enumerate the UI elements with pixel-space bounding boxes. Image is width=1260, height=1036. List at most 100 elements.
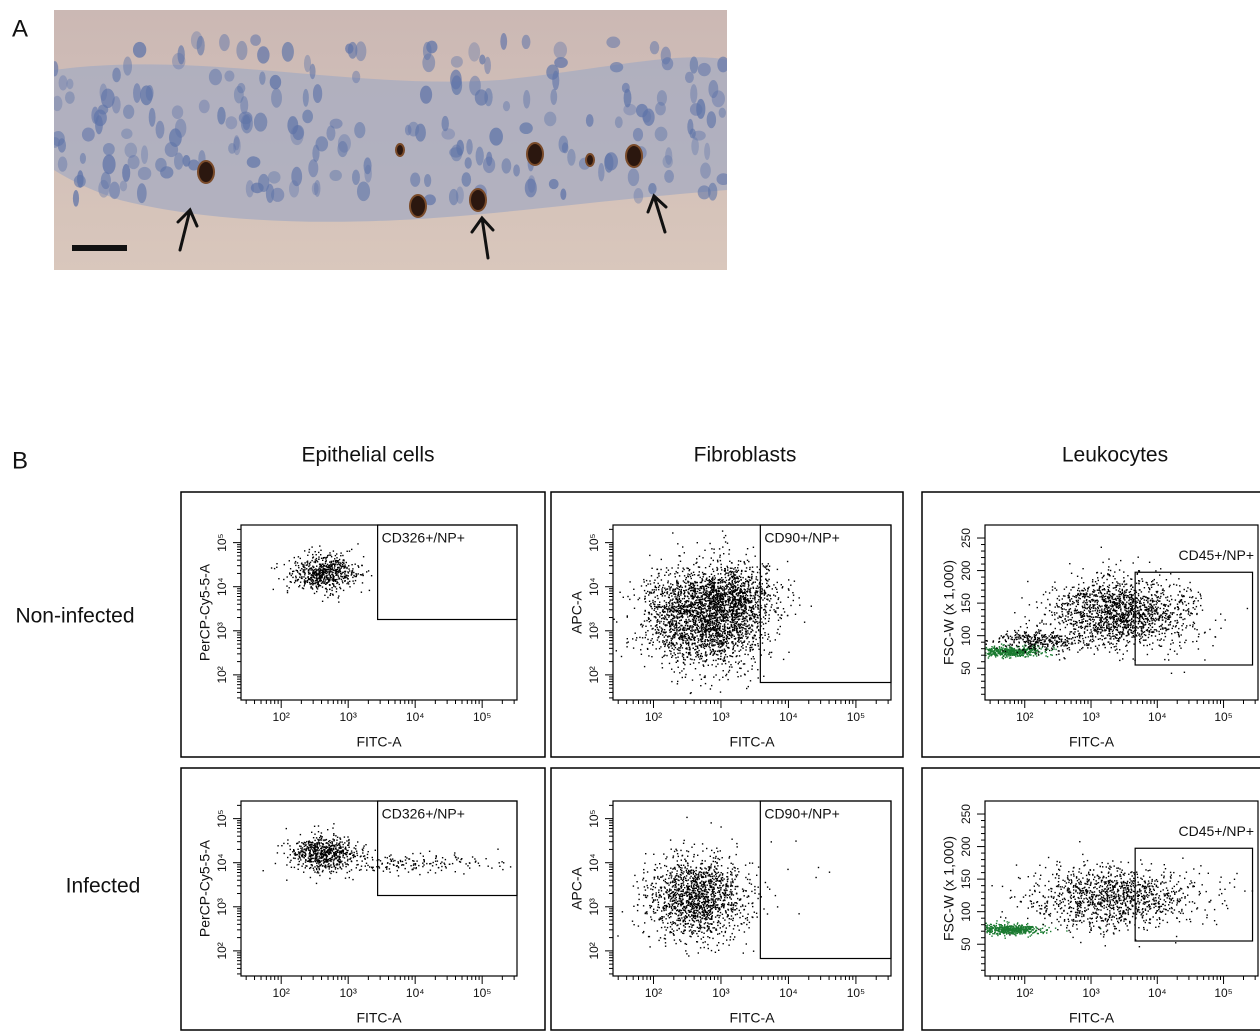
event-dot: [306, 561, 308, 563]
event-dot: [694, 622, 696, 625]
event-dot: [708, 576, 711, 578]
event-dot: [692, 584, 694, 586]
event-dot: [736, 616, 738, 618]
event-dot: [717, 605, 719, 607]
event-dot: [653, 616, 656, 618]
event-dot: [732, 587, 734, 589]
event-dot: [676, 596, 678, 598]
event-dot: [723, 623, 726, 625]
event-dot: [1086, 613, 1088, 615]
event-dot: [694, 590, 696, 592]
event-dot: [701, 571, 704, 574]
event-dot: [664, 611, 666, 613]
event-dot: [346, 582, 348, 585]
event-dot: [722, 659, 724, 661]
event-dot: [712, 654, 714, 656]
event-dot: [694, 595, 696, 597]
event-dot: [1142, 612, 1145, 614]
event-dot: [320, 565, 322, 567]
scale-bar: [72, 245, 127, 251]
event-dot: [734, 585, 737, 588]
event-dot: [768, 565, 771, 567]
event-dot: [648, 600, 651, 602]
event-dot: [724, 653, 727, 656]
event-dot: [717, 603, 719, 605]
event-dot: [680, 591, 682, 593]
event-dot: [338, 583, 340, 586]
event-dot: [1008, 648, 1010, 651]
event-dot: [724, 632, 726, 634]
event-dot: [650, 575, 653, 577]
event-dot: [722, 597, 724, 599]
event-dot: [657, 586, 660, 588]
event-dot: [794, 613, 797, 615]
event-dot: [689, 575, 692, 578]
event-dot: [329, 579, 331, 581]
event-dot: [666, 592, 668, 595]
event-dot: [709, 652, 712, 654]
event-dot: [334, 565, 336, 567]
event-dot: [316, 574, 318, 577]
event-dot: [700, 657, 703, 660]
event-dot: [657, 637, 659, 639]
event-dot: [740, 598, 742, 600]
event-dot: [1122, 596, 1125, 599]
cell: [127, 154, 140, 170]
event-dot: [749, 576, 751, 579]
event-dot: [288, 587, 290, 589]
event-dot: [712, 588, 714, 590]
cell: [696, 98, 706, 119]
panel-label: B: [12, 447, 28, 474]
event-dot: [765, 565, 767, 567]
event-dot: [301, 576, 303, 578]
event-dot: [700, 685, 702, 687]
event-dot: [992, 647, 994, 649]
event-dot: [681, 636, 683, 639]
cell: [410, 172, 421, 187]
event-dot: [740, 570, 743, 573]
event-dot: [793, 580, 796, 582]
event-dot: [723, 587, 725, 589]
event-dot: [314, 561, 317, 564]
event-dot: [329, 588, 331, 591]
event-dot: [742, 617, 744, 619]
event-dot: [700, 586, 702, 589]
event-dot: [751, 577, 753, 579]
event-dot: [691, 625, 693, 627]
event-dot: [1087, 596, 1090, 598]
event-dot: [675, 622, 678, 624]
event-dot: [702, 593, 704, 596]
event-dot: [715, 599, 717, 601]
event-dot: [733, 613, 735, 615]
event-dot: [733, 584, 736, 587]
cell: [136, 183, 147, 204]
event-dot: [670, 614, 673, 616]
event-dot: [721, 599, 724, 601]
event-dot: [669, 624, 671, 627]
event-dot: [640, 585, 643, 587]
event-dot: [1107, 607, 1109, 609]
event-dot: [687, 567, 689, 570]
event-dot: [722, 615, 724, 617]
event-dot: [721, 604, 723, 606]
event-dot: [1044, 651, 1046, 653]
event-dot: [331, 568, 333, 570]
event-dot: [680, 607, 682, 610]
event-dot: [717, 632, 720, 634]
event-dot: [696, 635, 698, 637]
event-dot: [330, 570, 332, 572]
cell: [140, 145, 149, 165]
event-dot: [994, 652, 997, 655]
event-dot: [683, 668, 685, 670]
event-dot: [1162, 588, 1164, 590]
event-dot: [730, 573, 732, 576]
event-dot: [712, 625, 715, 628]
event-dot: [731, 602, 733, 605]
event-dot: [307, 569, 310, 571]
event-dot: [751, 649, 754, 651]
event-dot: [747, 575, 750, 578]
event-dot: [685, 647, 687, 650]
event-dot: [296, 580, 299, 582]
event-dot: [699, 658, 701, 660]
event-dot: [715, 622, 717, 625]
